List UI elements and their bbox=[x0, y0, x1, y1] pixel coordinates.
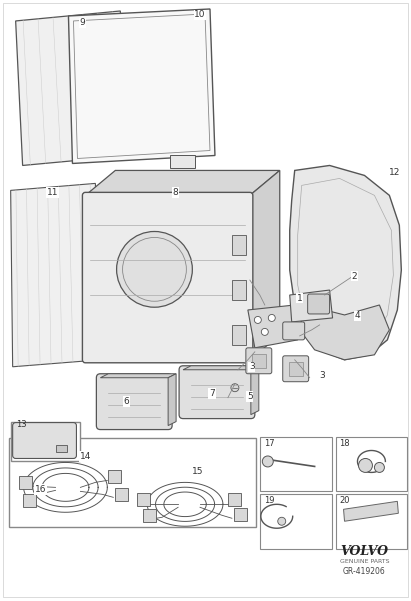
Bar bbox=[137, 493, 150, 506]
FancyBboxPatch shape bbox=[179, 366, 255, 419]
Bar bbox=[289, 362, 302, 376]
Text: 4: 4 bbox=[355, 311, 360, 320]
Text: 3: 3 bbox=[249, 362, 255, 371]
Text: 9: 9 bbox=[80, 19, 85, 28]
Text: 3: 3 bbox=[320, 371, 326, 380]
FancyBboxPatch shape bbox=[13, 423, 76, 459]
Text: GR-419206: GR-419206 bbox=[343, 567, 386, 576]
Text: 19: 19 bbox=[264, 496, 274, 505]
Text: 15: 15 bbox=[192, 467, 204, 476]
Polygon shape bbox=[11, 183, 100, 367]
Circle shape bbox=[268, 314, 275, 322]
Text: 10: 10 bbox=[194, 10, 206, 19]
Bar bbox=[228, 493, 241, 506]
Bar bbox=[18, 477, 32, 489]
Polygon shape bbox=[16, 11, 130, 165]
Bar bbox=[143, 509, 156, 522]
Text: 20: 20 bbox=[339, 496, 350, 505]
Text: 16: 16 bbox=[35, 485, 46, 494]
Polygon shape bbox=[300, 305, 389, 360]
Bar bbox=[252, 354, 266, 368]
Bar bbox=[55, 445, 67, 453]
Polygon shape bbox=[183, 366, 259, 370]
Text: VOLVO: VOLVO bbox=[340, 545, 388, 558]
Bar bbox=[109, 471, 121, 483]
Text: 8: 8 bbox=[172, 188, 178, 197]
Text: GENUINE PARTS: GENUINE PARTS bbox=[340, 558, 389, 564]
FancyBboxPatch shape bbox=[283, 322, 305, 340]
Polygon shape bbox=[248, 305, 298, 348]
Text: 11: 11 bbox=[47, 188, 58, 197]
Polygon shape bbox=[100, 374, 176, 378]
Bar bbox=[23, 495, 36, 507]
Circle shape bbox=[278, 517, 286, 525]
Text: 17: 17 bbox=[264, 439, 275, 448]
Polygon shape bbox=[290, 165, 401, 360]
Polygon shape bbox=[168, 374, 176, 426]
Text: 7: 7 bbox=[209, 389, 215, 398]
Bar bbox=[232, 280, 246, 300]
FancyBboxPatch shape bbox=[283, 356, 309, 382]
Bar bbox=[115, 489, 128, 501]
Polygon shape bbox=[69, 9, 215, 163]
Text: 6: 6 bbox=[123, 397, 129, 406]
Bar bbox=[335, 436, 407, 492]
FancyBboxPatch shape bbox=[308, 294, 330, 314]
Bar bbox=[11, 421, 81, 462]
Text: 1: 1 bbox=[297, 293, 302, 302]
Text: 14: 14 bbox=[80, 452, 91, 461]
Polygon shape bbox=[344, 501, 398, 521]
Circle shape bbox=[117, 231, 192, 307]
Text: 5: 5 bbox=[247, 392, 253, 401]
Circle shape bbox=[261, 328, 268, 335]
Text: 12: 12 bbox=[389, 168, 400, 177]
Bar bbox=[234, 508, 247, 521]
Bar bbox=[335, 495, 407, 549]
Polygon shape bbox=[85, 171, 280, 195]
Bar bbox=[9, 438, 256, 527]
Text: 2: 2 bbox=[352, 272, 357, 281]
Bar bbox=[260, 436, 332, 492]
Circle shape bbox=[374, 462, 384, 472]
Polygon shape bbox=[170, 156, 195, 168]
Text: 18: 18 bbox=[339, 439, 350, 448]
Polygon shape bbox=[290, 290, 332, 322]
Polygon shape bbox=[250, 171, 280, 360]
Polygon shape bbox=[251, 366, 259, 415]
Circle shape bbox=[262, 456, 273, 467]
Circle shape bbox=[254, 317, 261, 323]
FancyBboxPatch shape bbox=[246, 348, 272, 374]
Bar bbox=[260, 495, 332, 549]
Circle shape bbox=[358, 459, 372, 472]
Bar bbox=[232, 325, 246, 345]
Bar bbox=[232, 235, 246, 255]
FancyBboxPatch shape bbox=[96, 374, 172, 430]
Circle shape bbox=[231, 383, 239, 392]
FancyBboxPatch shape bbox=[83, 192, 253, 363]
Text: 13: 13 bbox=[16, 420, 26, 429]
